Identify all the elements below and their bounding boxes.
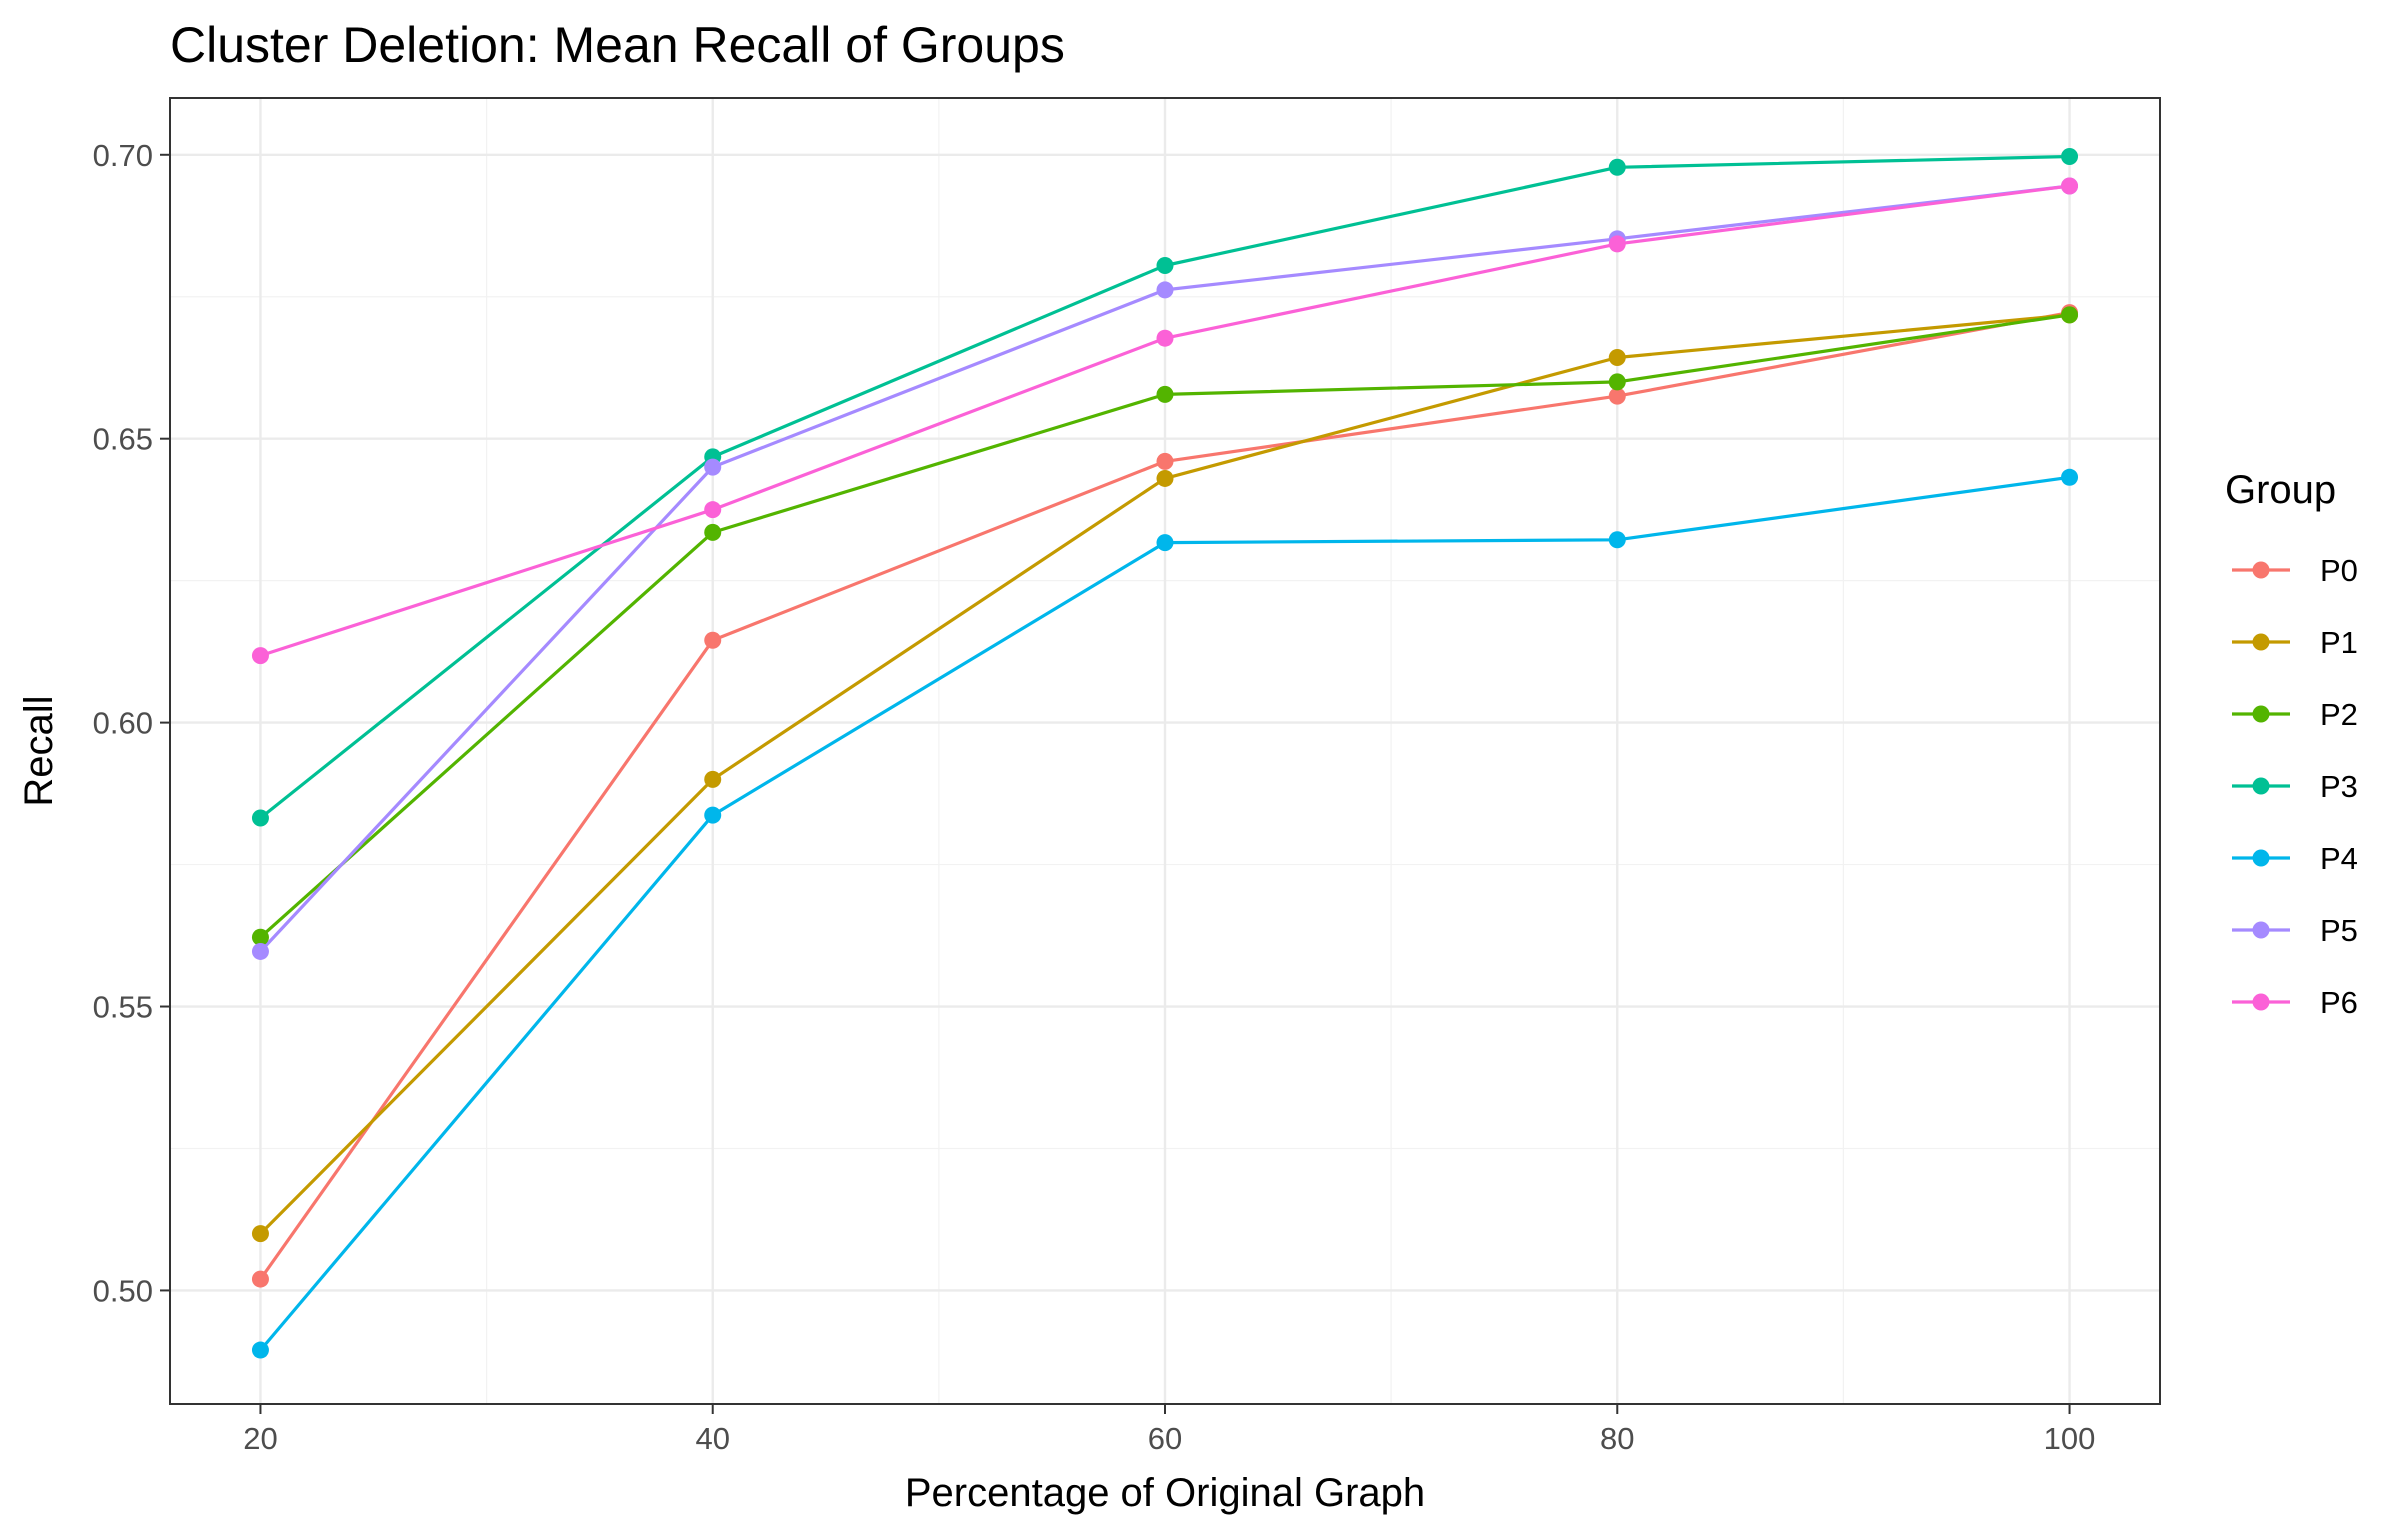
data-point-p5 [251,942,269,960]
legend-key-point [2252,561,2270,579]
legend-label: P1 [2320,625,2358,660]
data-point-p2 [704,523,722,541]
legend-label: P2 [2320,697,2358,732]
data-point-p4 [1156,534,1174,552]
data-point-p2 [2061,306,2079,324]
legend-title: Group [2225,468,2336,512]
data-point-p6 [251,647,269,665]
data-point-p4 [704,806,722,824]
legend-item-p6: P6 [2232,985,2358,1020]
legend-label: P6 [2320,985,2358,1020]
legend-item-p0: P0 [2232,553,2358,588]
data-point-p6 [704,501,722,519]
legend-key-point [2252,849,2270,867]
legend-label: P3 [2320,769,2358,804]
legend-label: P0 [2320,553,2358,588]
major-gridlines [170,98,2160,1404]
legend-item-p3: P3 [2232,769,2358,804]
legend-label: P4 [2320,841,2358,876]
chart-title: Cluster Deletion: Mean Recall of Groups [170,17,1065,73]
data-point-p1 [251,1225,269,1243]
data-point-p1 [704,770,722,788]
data-point-p1 [1608,348,1626,366]
series-points [251,147,2079,1359]
data-point-p4 [251,1341,269,1359]
y-tick-label: 0.65 [93,422,153,457]
legend-key-point [2252,921,2270,939]
y-tick-label: 0.50 [93,1273,153,1308]
data-point-p6 [1608,235,1626,253]
data-point-p1 [1156,469,1174,487]
x-axis: 20 40 60 80 100 [243,1404,2095,1456]
x-tick-label: 40 [695,1421,729,1456]
y-axis: 0.50 0.55 0.60 0.65 0.70 [93,138,170,1308]
data-point-p4 [2061,468,2079,486]
data-point-p2 [1608,373,1626,391]
legend: Group P0 P1 P2 P3 P4 P5 P6 [2225,468,2358,1020]
data-point-p2 [251,928,269,946]
data-point-p3 [1156,257,1174,275]
data-point-p3 [2061,147,2079,165]
x-tick-label: 80 [1600,1421,1634,1456]
y-tick-label: 0.55 [93,990,153,1025]
legend-item-p2: P2 [2232,697,2358,732]
y-tick-label: 0.60 [93,706,153,741]
x-tick-label: 60 [1148,1421,1182,1456]
data-point-p2 [1156,385,1174,403]
legend-label: P5 [2320,913,2358,948]
legend-item-p4: P4 [2232,841,2358,876]
data-point-p0 [1608,387,1626,405]
data-point-p5 [1156,281,1174,299]
legend-key-point [2252,777,2270,795]
data-point-p6 [2061,177,2079,195]
data-point-p0 [1156,452,1174,470]
legend-key-point [2252,705,2270,723]
y-tick-label: 0.70 [93,138,153,173]
data-point-p6 [1156,329,1174,347]
data-point-p3 [1608,158,1626,176]
data-point-p4 [1608,531,1626,549]
legend-item-p1: P1 [2232,625,2358,660]
x-axis-title: Percentage of Original Graph [905,1471,1425,1515]
x-tick-label: 20 [243,1421,277,1456]
y-axis-title: Recall [17,695,61,806]
data-point-p0 [704,631,722,649]
legend-item-p5: P5 [2232,913,2358,948]
data-point-p0 [251,1270,269,1288]
legend-key-point [2252,993,2270,1011]
data-point-p5 [704,458,722,476]
legend-key-point [2252,633,2270,651]
x-tick-label: 100 [2044,1421,2096,1456]
data-point-p3 [251,809,269,827]
